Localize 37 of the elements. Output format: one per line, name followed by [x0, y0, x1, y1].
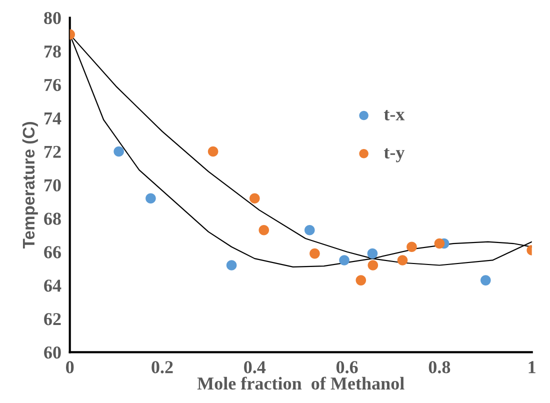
point [368, 260, 378, 270]
point [434, 238, 445, 249]
y-tick-label: 60 [44, 346, 61, 359]
y-tick-label: 80 [44, 12, 61, 24]
x-tick-label: 0.6 [336, 361, 358, 374]
y-tick-label: 64 [44, 280, 62, 292]
point [339, 255, 350, 266]
y-tick-label: 76 [44, 78, 61, 92]
legend-label: t-x [384, 110, 405, 120]
x-tick-label: 0.4 [244, 361, 266, 374]
point [480, 275, 491, 286]
point [146, 193, 156, 204]
y-tick-label: 68 [44, 212, 61, 225]
y-tick-label: 74 [44, 112, 62, 124]
x-tick-label: 0.8 [428, 361, 450, 374]
point [406, 242, 417, 252]
y-tick-label: 62 [44, 313, 61, 326]
legend-label: t-y [384, 148, 405, 162]
point [397, 255, 408, 266]
y-tick-label: 70 [44, 179, 61, 192]
x-axis-title: Mole fraction of Methanol [197, 376, 404, 390]
y-tick-label: 72 [44, 146, 61, 158]
point [250, 193, 260, 204]
point [367, 248, 378, 259]
point [310, 248, 320, 259]
point [114, 146, 124, 157]
x-tick-label: 0.2 [152, 361, 173, 374]
point [304, 224, 315, 236]
point [226, 260, 237, 270]
y-tick-label: 78 [44, 45, 61, 58]
point [356, 275, 366, 286]
point [258, 224, 270, 236]
y-tick-label: 66 [44, 246, 61, 258]
y-axis-title: Temperature (C) [22, 122, 38, 249]
point [208, 146, 218, 157]
x-tick-label: 1 [528, 361, 536, 374]
x-tick-label: 0 [66, 361, 74, 374]
